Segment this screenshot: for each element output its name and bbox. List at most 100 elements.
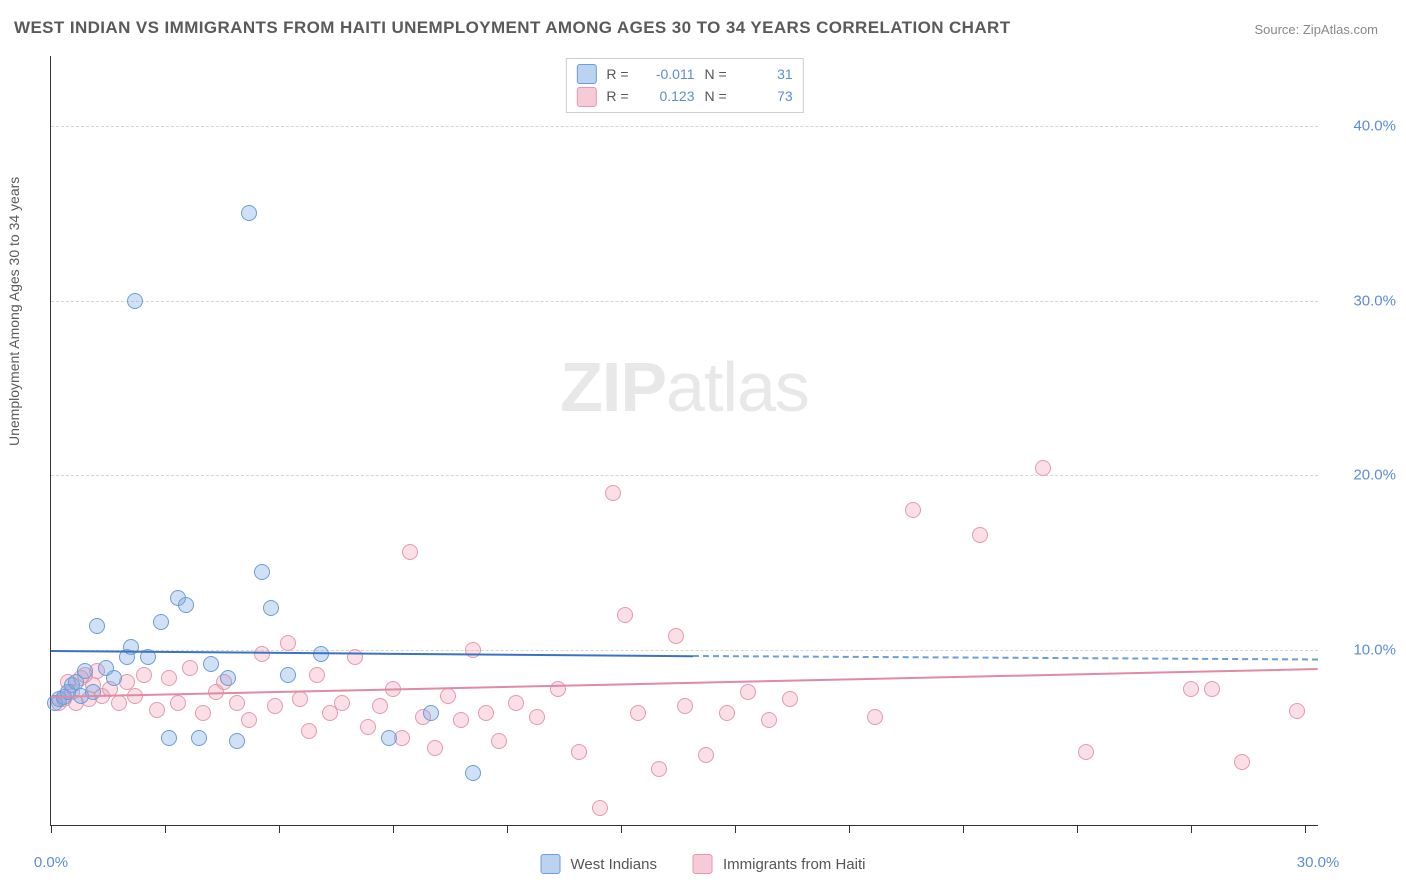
legend-swatch-blue xyxy=(541,854,561,874)
scatter-point-blue xyxy=(254,564,270,580)
scatter-point-pink xyxy=(571,744,587,760)
legend-label: West Indians xyxy=(571,856,657,873)
r-value: 0.123 xyxy=(639,85,695,107)
scatter-point-pink xyxy=(668,628,684,644)
gridline xyxy=(51,126,1318,127)
legend-swatch-pink xyxy=(576,87,596,107)
scatter-point-pink xyxy=(280,635,296,651)
scatter-point-pink xyxy=(334,695,350,711)
scatter-point-pink xyxy=(740,684,756,700)
stats-legend-row: R =0.123N =73 xyxy=(576,85,792,107)
n-value: 31 xyxy=(737,63,793,85)
scatter-point-blue xyxy=(85,684,101,700)
scatter-point-pink xyxy=(372,698,388,714)
scatter-point-blue xyxy=(241,205,257,221)
n-label: N = xyxy=(705,63,727,85)
scatter-point-pink xyxy=(1234,754,1250,770)
plot-area: ZIPatlas R =-0.011N =31R =0.123N =73 10.… xyxy=(50,56,1318,826)
scatter-point-pink xyxy=(1289,703,1305,719)
scatter-point-pink xyxy=(301,723,317,739)
n-label: N = xyxy=(705,85,727,107)
y-tick-label: 40.0% xyxy=(1353,117,1396,134)
legend-swatch-pink xyxy=(693,854,713,874)
scatter-point-blue xyxy=(161,730,177,746)
scatter-point-pink xyxy=(360,719,376,735)
trendline-blue xyxy=(693,655,1318,660)
scatter-point-blue xyxy=(106,670,122,686)
r-label: R = xyxy=(606,63,628,85)
scatter-point-pink xyxy=(719,705,735,721)
watermark-text: ZIPatlas xyxy=(560,347,809,427)
n-value: 73 xyxy=(737,85,793,107)
scatter-point-pink xyxy=(267,698,283,714)
legend-item-pink: Immigrants from Haiti xyxy=(693,854,866,874)
scatter-point-pink xyxy=(241,712,257,728)
legend-swatch-blue xyxy=(576,64,596,84)
scatter-point-pink xyxy=(161,670,177,686)
scatter-point-blue xyxy=(77,663,93,679)
legend-label: Immigrants from Haiti xyxy=(723,856,866,873)
scatter-point-blue xyxy=(89,618,105,634)
scatter-point-pink xyxy=(465,642,481,658)
gridline xyxy=(51,475,1318,476)
scatter-point-blue xyxy=(381,730,397,746)
scatter-point-pink xyxy=(478,705,494,721)
source-label: Source: ZipAtlas.com xyxy=(1254,22,1378,37)
scatter-point-pink xyxy=(782,691,798,707)
x-tick xyxy=(279,825,280,833)
scatter-point-pink xyxy=(630,705,646,721)
scatter-point-pink xyxy=(453,712,469,728)
scatter-point-pink xyxy=(529,709,545,725)
scatter-point-blue xyxy=(153,614,169,630)
scatter-point-pink xyxy=(617,607,633,623)
x-tick xyxy=(1077,825,1078,833)
scatter-point-pink xyxy=(508,695,524,711)
y-tick-label: 10.0% xyxy=(1353,642,1396,659)
x-tick xyxy=(735,825,736,833)
scatter-point-blue xyxy=(220,670,236,686)
scatter-point-pink xyxy=(440,688,456,704)
x-tick xyxy=(507,825,508,833)
x-tick xyxy=(963,825,964,833)
scatter-point-pink xyxy=(229,695,245,711)
scatter-point-pink xyxy=(592,800,608,816)
scatter-point-pink xyxy=(651,761,667,777)
x-tick-label: 0.0% xyxy=(34,854,68,871)
stats-legend-box: R =-0.011N =31R =0.123N =73 xyxy=(565,58,803,113)
scatter-point-pink xyxy=(605,485,621,501)
legend-item-blue: West Indians xyxy=(541,854,657,874)
x-tick xyxy=(849,825,850,833)
scatter-point-pink xyxy=(905,502,921,518)
y-tick-label: 30.0% xyxy=(1353,292,1396,309)
scatter-point-blue xyxy=(263,600,279,616)
x-tick xyxy=(1305,825,1306,833)
scatter-point-blue xyxy=(423,705,439,721)
scatter-point-pink xyxy=(111,695,127,711)
scatter-point-blue xyxy=(229,733,245,749)
scatter-point-pink xyxy=(149,702,165,718)
x-tick-label: 30.0% xyxy=(1297,854,1340,871)
scatter-point-pink xyxy=(292,691,308,707)
scatter-point-pink xyxy=(1183,681,1199,697)
scatter-point-blue xyxy=(203,656,219,672)
y-axis-label: Unemployment Among Ages 30 to 34 years xyxy=(6,177,22,446)
scatter-point-blue xyxy=(191,730,207,746)
scatter-point-pink xyxy=(867,709,883,725)
scatter-point-pink xyxy=(677,698,693,714)
scatter-point-pink xyxy=(550,681,566,697)
chart-title: WEST INDIAN VS IMMIGRANTS FROM HAITI UNE… xyxy=(14,18,1011,38)
scatter-point-pink xyxy=(761,712,777,728)
scatter-point-blue xyxy=(127,293,143,309)
x-tick xyxy=(1191,825,1192,833)
scatter-point-pink xyxy=(1035,460,1051,476)
x-tick xyxy=(393,825,394,833)
scatter-point-pink xyxy=(182,660,198,676)
scatter-point-blue xyxy=(280,667,296,683)
x-tick xyxy=(51,825,52,833)
scatter-point-pink xyxy=(1078,744,1094,760)
x-tick xyxy=(621,825,622,833)
scatter-point-pink xyxy=(427,740,443,756)
trendline-pink xyxy=(51,668,1318,698)
scatter-point-pink xyxy=(1204,681,1220,697)
x-tick xyxy=(165,825,166,833)
